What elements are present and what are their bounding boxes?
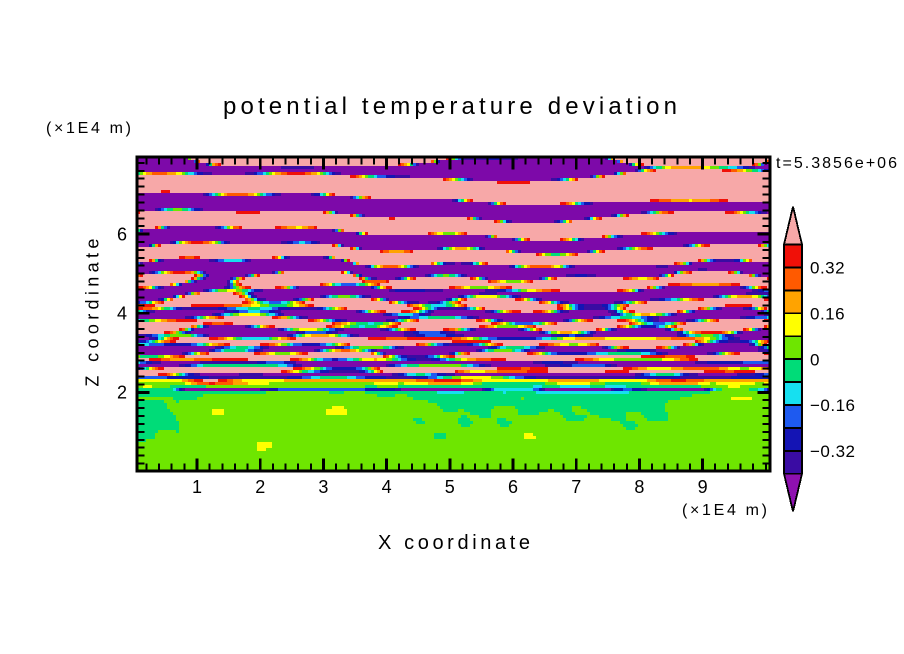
svg-text:4: 4 (382, 477, 392, 497)
svg-text:2: 2 (255, 477, 265, 497)
svg-text:0.16: 0.16 (810, 305, 845, 324)
svg-text:6: 6 (117, 224, 127, 244)
svg-text:4: 4 (117, 304, 127, 324)
svg-text:0.32: 0.32 (810, 259, 845, 278)
svg-text:potential temperature deviatio: potential temperature deviation (223, 93, 677, 120)
svg-text:3: 3 (318, 477, 328, 497)
svg-text:6: 6 (508, 477, 518, 497)
svg-text:0: 0 (810, 350, 820, 369)
svg-text:1: 1 (192, 477, 202, 497)
svg-text:8: 8 (634, 477, 644, 497)
svg-text:2: 2 (117, 383, 127, 403)
svg-text:7: 7 (571, 477, 581, 497)
svg-text:−0.32: −0.32 (810, 442, 856, 461)
svg-text:5: 5 (445, 477, 455, 497)
svg-text:−0.16: −0.16 (810, 396, 856, 415)
svg-text:9: 9 (698, 477, 708, 497)
svg-text:t=5.3856e+06: t=5.3856e+06 (776, 155, 897, 172)
